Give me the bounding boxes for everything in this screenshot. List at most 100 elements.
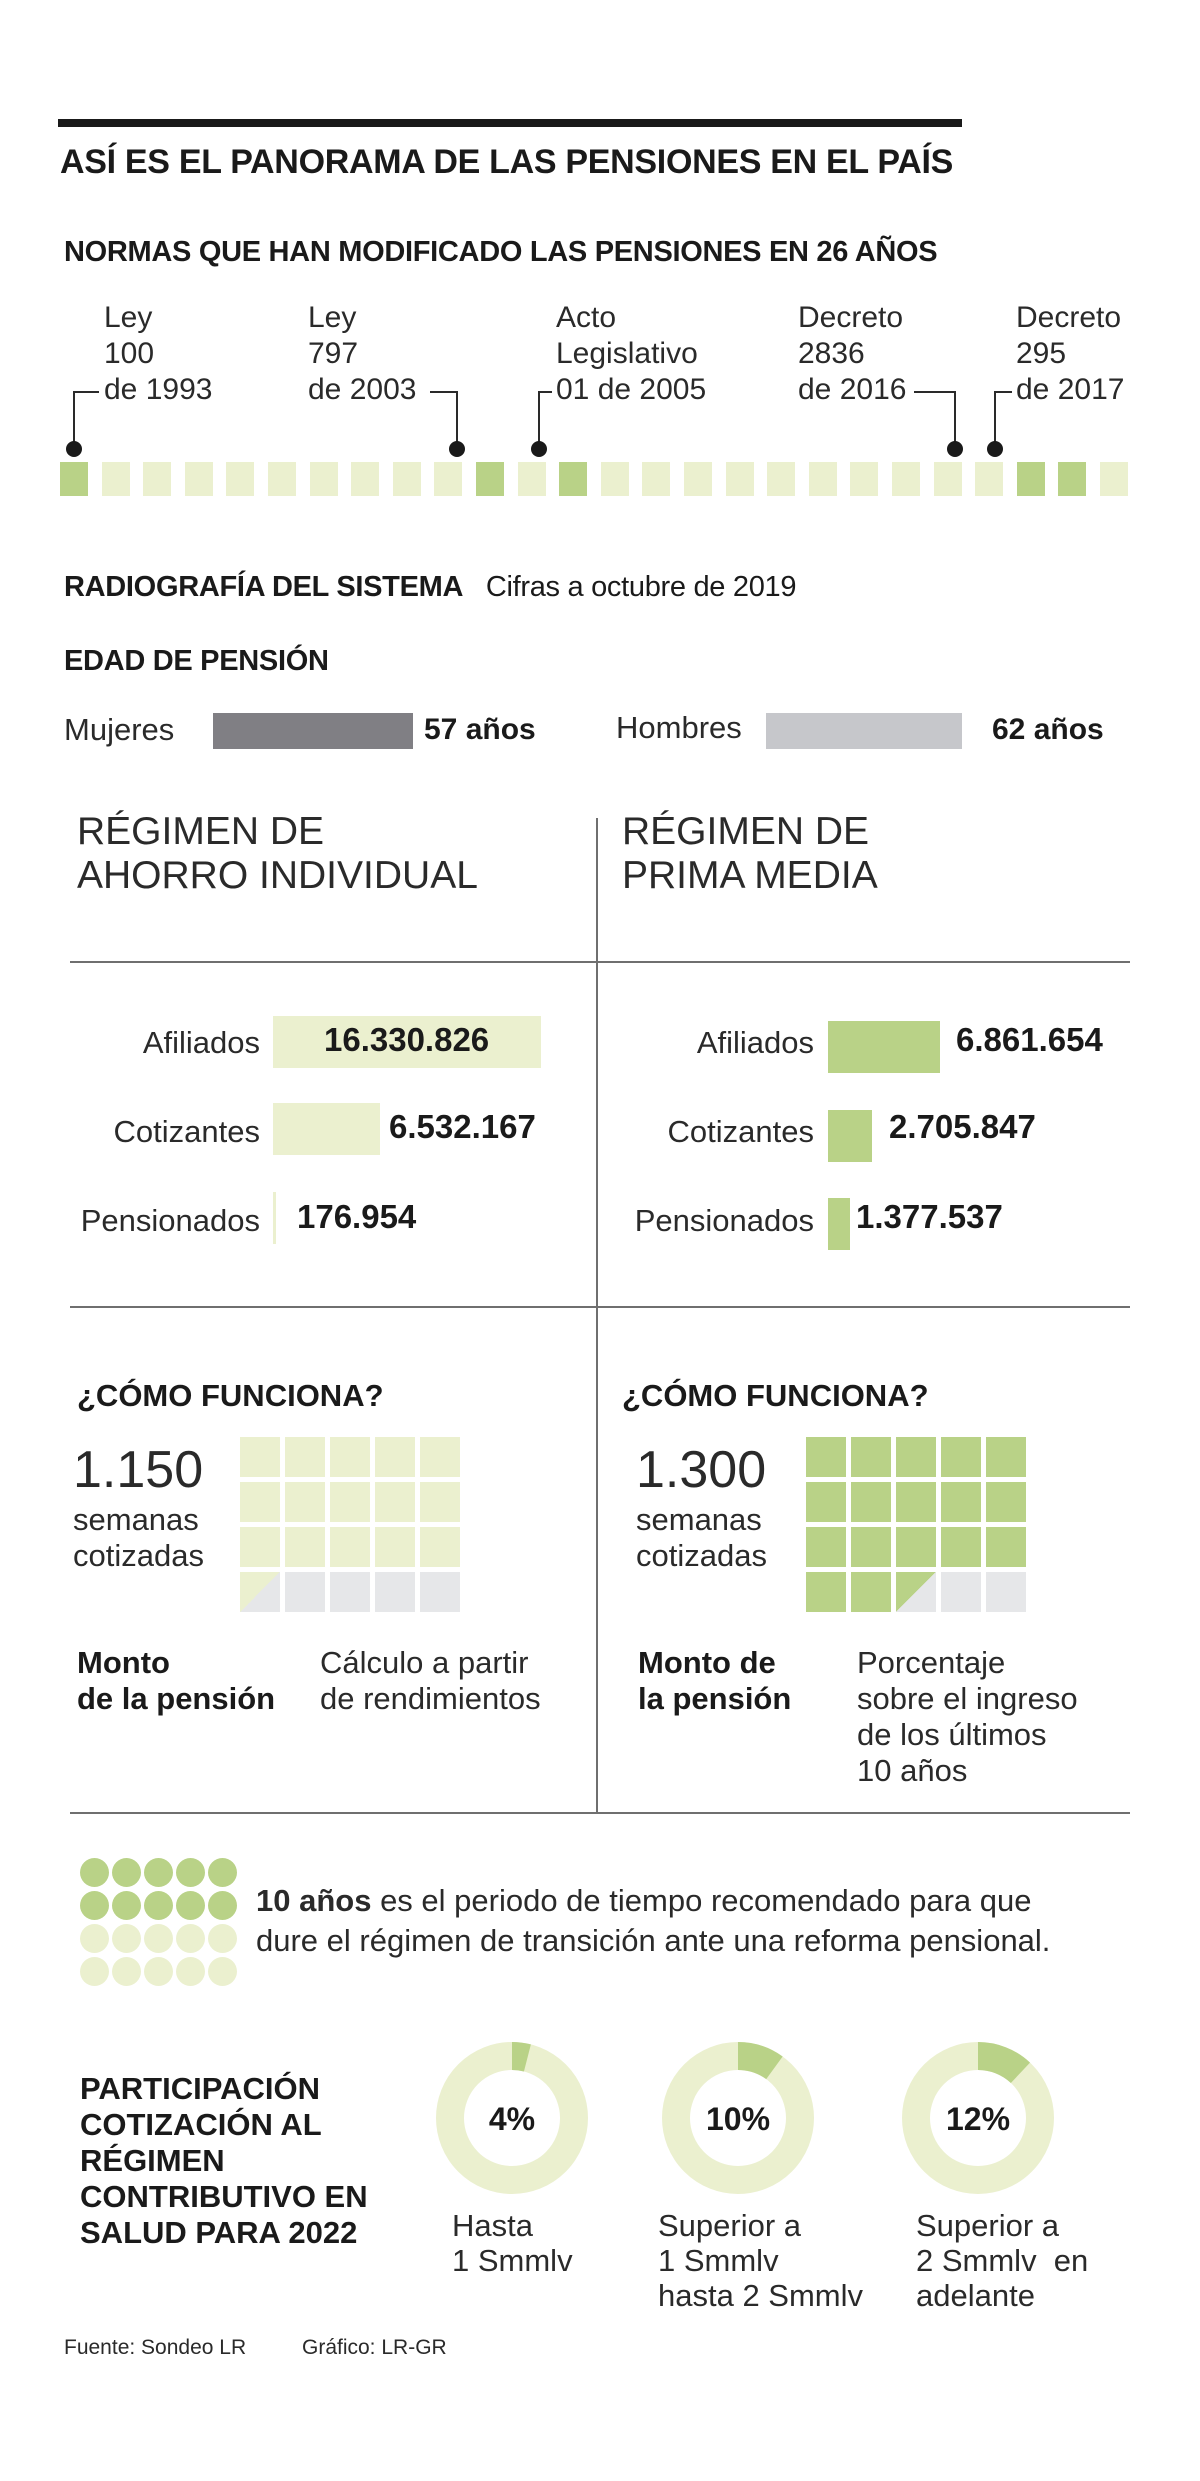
donut-1: 4% — [436, 2042, 588, 2194]
regimen-prima-title: RÉGIMEN DE PRIMA MEDIA — [622, 810, 878, 897]
pin-ley-100 — [66, 441, 82, 457]
transition-bold: 10 años — [256, 1883, 372, 1918]
transition-dot — [112, 1858, 141, 1887]
week-cell — [285, 1572, 325, 1612]
connector-ley-100 — [73, 391, 99, 393]
donut-3-arc — [977, 2042, 1031, 2084]
week-cell — [986, 1572, 1026, 1612]
timeline-square — [684, 462, 712, 496]
transition-dots — [80, 1858, 240, 1990]
norma-ley-797: Ley 797 de 2003 — [308, 301, 417, 406]
week-cell — [806, 1572, 846, 1612]
timeline-square — [892, 462, 920, 496]
transition-rest: es el periodo de tiempo recomendado para… — [256, 1883, 1051, 1958]
week-cell — [986, 1437, 1026, 1477]
hombres-label: Hombres — [616, 710, 742, 745]
week-cell — [420, 1527, 460, 1567]
transition-dot — [176, 1924, 205, 1953]
normas-heading: NORMAS QUE HAN MODIFICADO LAS PENSIONES … — [64, 236, 938, 268]
pin-acto — [531, 441, 547, 457]
week-cell — [986, 1527, 1026, 1567]
transition-dot — [176, 1957, 205, 1986]
transition-dot — [80, 1858, 109, 1887]
prima-pensionados-value: 1.377.537 — [856, 1198, 1003, 1235]
donut-2-caption: Superior a 1 Smmlv hasta 2 Smmlv — [658, 2208, 864, 2313]
transition-dot — [208, 1891, 237, 1920]
transition-dot — [208, 1858, 237, 1887]
week-cell — [941, 1482, 981, 1522]
regimen-ahorro-title: RÉGIMEN DE AHORRO INDIVIDUAL — [77, 810, 478, 897]
transition-dot — [208, 1957, 237, 1986]
page-title: ASÍ ES EL PANORAMA DE LAS PENSIONES EN E… — [60, 143, 954, 181]
week-cell — [986, 1482, 1026, 1522]
prima-cotizantes-label: Cotizantes — [667, 1114, 814, 1149]
transition-dot — [112, 1924, 141, 1953]
radiografia-heading: RADIOGRAFÍA DEL SISTEMA Cifras a octubre… — [64, 571, 797, 604]
week-cell — [330, 1437, 370, 1477]
timeline-square — [601, 462, 629, 496]
ahorro-pensionados-value: 176.954 — [297, 1198, 417, 1235]
transition-dot — [80, 1891, 109, 1920]
prima-pensionados-label: Pensionados — [634, 1203, 814, 1238]
transition-dot — [112, 1957, 141, 1986]
timeline-square — [476, 462, 504, 496]
transition-dot — [80, 1924, 109, 1953]
connector-acto — [538, 391, 552, 393]
timeline-square — [143, 462, 171, 496]
week-cell — [941, 1572, 981, 1612]
ahorro-monto-desc: Cálculo a partir de rendimientos — [320, 1645, 541, 1716]
donut-3-caption: Superior a 2 Smmlv en adelante — [916, 2208, 1089, 2313]
week-cell — [240, 1527, 280, 1567]
radiografia-title: RADIOGRAFÍA DEL SISTEMA — [64, 571, 463, 603]
norma-acto-legislativo: Acto Legislativo 01 de 2005 — [556, 301, 707, 406]
week-cell — [896, 1437, 936, 1477]
mujeres-label: Mujeres — [64, 712, 175, 747]
week-cell — [240, 1437, 280, 1477]
week-cell — [851, 1527, 891, 1567]
timeline-square — [642, 462, 670, 496]
week-cell — [330, 1482, 370, 1522]
timeline-square — [268, 462, 296, 496]
timeline-square — [351, 462, 379, 496]
prima-weeks-number: 1.300 — [636, 1441, 767, 1499]
ahorro-afiliados-value: 16.330.826 — [324, 1021, 490, 1058]
timeline-square — [767, 462, 795, 496]
mujeres-bar — [213, 713, 413, 749]
prima-pensionados-bar — [828, 1198, 850, 1250]
timeline-squares — [0, 0, 1200, 496]
donut-3-label: 12% — [946, 2101, 1010, 2137]
donut-1-label: 4% — [489, 2101, 535, 2137]
prima-afiliados-label: Afiliados — [696, 1025, 814, 1060]
week-cell — [285, 1482, 325, 1522]
pin-decreto-295 — [987, 441, 1003, 457]
donut-2-label: 10% — [706, 2101, 770, 2137]
connector-ley-797-drop — [456, 391, 458, 448]
week-cell — [851, 1572, 891, 1612]
week-cell — [896, 1527, 936, 1567]
ahorro-afiliados-label: Afiliados — [142, 1025, 260, 1060]
connector-decreto-2836-drop — [954, 391, 956, 448]
footer-source: Fuente: Sondeo LR — [64, 2336, 247, 2359]
week-cell — [420, 1572, 460, 1612]
ahorro-pensionados-label: Pensionados — [80, 1203, 260, 1238]
donut-1-arc — [511, 2042, 531, 2072]
week-cell — [420, 1482, 460, 1522]
timeline-square — [226, 462, 254, 496]
ahorro-howto-heading: ¿CÓMO FUNCIONA? — [77, 1378, 384, 1413]
week-cell — [806, 1527, 846, 1567]
week-cell — [941, 1437, 981, 1477]
hombres-value: 62 años — [992, 713, 1104, 746]
donut-2: 10% — [662, 2042, 814, 2194]
timeline-square — [1100, 462, 1128, 496]
norma-ley-100: Ley 100 de 1993 — [104, 301, 213, 406]
transition-dot — [176, 1891, 205, 1920]
ahorro-weeks-grid — [240, 1437, 462, 1615]
ahorro-monto-label: Monto de la pensión — [77, 1645, 276, 1716]
transition-dot — [176, 1858, 205, 1887]
week-cell — [330, 1527, 370, 1567]
donut-1-caption: Hasta 1 Smmlv — [452, 2208, 573, 2278]
timeline-square — [850, 462, 878, 496]
donut-2-arc — [737, 2042, 783, 2080]
connector-ley-100-drop — [73, 391, 75, 448]
edad-heading: EDAD DE PENSIÓN — [64, 645, 329, 677]
